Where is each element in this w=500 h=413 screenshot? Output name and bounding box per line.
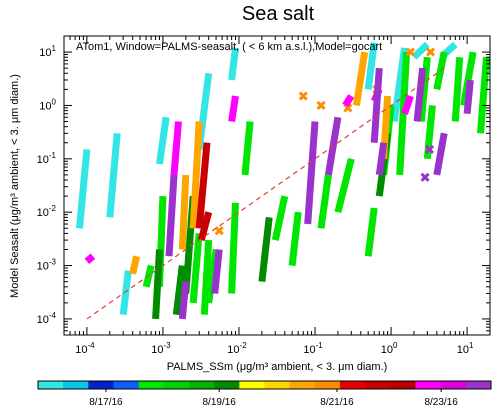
x-tick-label: 10-1 <box>303 341 323 356</box>
data-series-layer <box>76 41 490 320</box>
colorbar-swatch <box>63 381 89 389</box>
plot-frame <box>63 35 491 336</box>
data-segment <box>364 42 378 90</box>
data-point <box>420 172 430 182</box>
data-segment <box>396 51 411 176</box>
y-axis-ticks: 10-4 10-3 10-2 10-1 100 101 <box>37 35 490 336</box>
colorbar-swatch <box>189 381 215 389</box>
data-segment <box>170 121 182 176</box>
data-segment <box>411 41 430 60</box>
data-segment <box>342 94 355 108</box>
x-tick-label: 10-2 <box>227 341 247 356</box>
data-segment <box>417 56 431 122</box>
data-segment <box>106 132 121 218</box>
data-segment <box>129 255 141 275</box>
data-segment <box>228 95 239 123</box>
data-segment <box>375 142 388 176</box>
chart-title: Sea salt <box>242 3 315 25</box>
y-tick-label: 101 <box>39 44 56 59</box>
data-point <box>343 103 353 113</box>
data-segment <box>165 174 178 257</box>
data-segment <box>228 47 239 81</box>
x-axis-ticks: 10-4 10-3 10-2 10-1 100 101 <box>63 36 491 356</box>
colorbar-tick-labels: 8/17/16 8/19/16 8/21/16 8/23/16 <box>89 389 458 408</box>
data-point <box>316 100 326 111</box>
y-tick-label: 10-2 <box>37 204 57 219</box>
data-segment <box>317 174 332 229</box>
data-segment <box>463 79 474 115</box>
data-segment <box>433 132 448 176</box>
colorbar-swatch <box>415 381 442 389</box>
reference-line-layer <box>86 67 445 320</box>
data-segment <box>119 270 132 316</box>
colorbar-swatch <box>239 381 265 389</box>
data-point <box>298 91 308 101</box>
colorbar-tick-label: 8/23/16 <box>424 397 458 408</box>
data-segment <box>401 94 414 115</box>
data-segment <box>370 67 383 143</box>
colorbar-swatch <box>113 381 140 389</box>
data-point <box>424 144 435 154</box>
data-segment <box>413 67 427 122</box>
data-segment <box>228 202 239 294</box>
colorbar-swatch <box>465 381 492 389</box>
data-segment <box>364 207 378 257</box>
x-tick-label: 101 <box>457 341 474 356</box>
y-tick-label: 10-3 <box>37 258 57 273</box>
colorbar-swatch <box>38 381 64 389</box>
y-axis-label: Model Seasalt (μg/m³ ambient, < 3. μm di… <box>9 74 21 298</box>
data-segment <box>477 56 490 134</box>
data-segment <box>460 51 477 107</box>
data-segment <box>76 149 91 229</box>
colorbar <box>37 380 492 390</box>
data-segment <box>84 253 96 264</box>
colorbar-swatch <box>390 381 416 389</box>
y-tick-label: 10-1 <box>37 151 57 166</box>
one-to-one-line <box>86 67 445 320</box>
x-tick-label: 10-3 <box>151 341 171 356</box>
y-tick-label: 100 <box>39 97 56 112</box>
colorbar-swatch <box>289 381 316 389</box>
data-segment <box>172 265 186 316</box>
colorbar-swatch <box>88 381 114 389</box>
x-axis-label: PALMS_SSm (μg/m³ ambient, < 3. μm diam.) <box>167 361 388 373</box>
data-segment <box>304 121 319 225</box>
colorbar-swatch <box>314 381 341 389</box>
data-segment <box>195 142 211 229</box>
x-tick-label: 10-4 <box>75 341 95 356</box>
data-segment <box>178 281 190 320</box>
colorbar-swatch <box>440 381 467 389</box>
data-segment <box>288 211 302 266</box>
data-segment <box>189 121 203 229</box>
data-point <box>405 47 416 57</box>
data-segment <box>189 233 203 304</box>
data-segment <box>197 211 213 241</box>
colorbar-swatch <box>365 381 391 389</box>
data-segment <box>178 174 190 250</box>
chart-annotation: ATom1, Window=PALMS-seasalt, ( < 6 km a.… <box>76 41 382 53</box>
data-point <box>425 47 436 57</box>
data-segment <box>271 195 289 241</box>
data-segment <box>352 51 369 106</box>
colorbar-tick-label: 8/19/16 <box>203 397 237 408</box>
data-segment <box>451 56 464 122</box>
data-segment <box>211 249 223 294</box>
y-tick-label: 10-4 <box>37 311 57 326</box>
colorbar-swatch <box>163 381 190 389</box>
data-segment <box>152 249 163 320</box>
x-tick-label: 100 <box>381 341 398 356</box>
colorbar-tick-label: 8/17/16 <box>89 397 123 408</box>
colorbar-tick-label: 8/21/16 <box>320 397 354 408</box>
colorbar-swatch <box>264 381 291 389</box>
colorbar-swatch <box>340 381 366 389</box>
data-segment <box>156 116 170 165</box>
data-segment <box>258 217 273 282</box>
data-segment <box>200 239 213 315</box>
data-segment <box>241 121 254 176</box>
data-segment <box>334 157 355 214</box>
data-point <box>214 226 224 236</box>
colorbar-swatch <box>138 381 165 389</box>
colorbar-swatch <box>214 381 240 389</box>
